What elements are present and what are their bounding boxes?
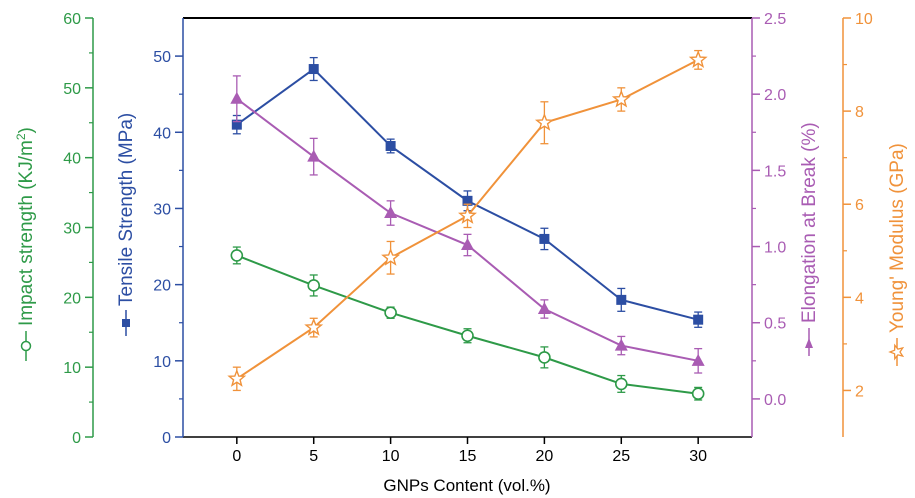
elongation-tick-label: 0.0 — [764, 392, 786, 409]
x-tick-label: 0 — [232, 448, 241, 465]
modulus-tick-label: 4 — [855, 290, 864, 307]
impact-axis-title: Impact strength (KJ/m2) — [14, 127, 37, 361]
impact-point — [461, 329, 474, 343]
tensile-series — [231, 56, 704, 328]
modulus-tick-label: 2 — [855, 383, 864, 400]
x-tick-label: 5 — [309, 448, 318, 465]
tensile-axis-title: Tensile Strength (MPa) — [116, 113, 137, 336]
impact-point — [614, 377, 628, 391]
elongation-series — [230, 75, 705, 374]
modulus-tick-label: 8 — [855, 104, 864, 121]
tensile-point — [308, 64, 319, 75]
elongation-point — [691, 353, 705, 366]
svg-text:Elongation at Break (%): Elongation at Break (%) — [799, 122, 820, 323]
elongation-point — [461, 238, 474, 251]
svg-text:Tensile Strength (MPa): Tensile Strength (MPa) — [116, 113, 137, 306]
svg-text:Young' Modulus (GPa): Young' Modulus (GPa) — [887, 143, 908, 333]
elongation-tick-label: 2.0 — [764, 87, 786, 104]
impact-point — [691, 387, 705, 401]
modulus-tick-label: 10 — [855, 11, 873, 28]
tensile-tick-label: 50 — [153, 49, 171, 66]
impact-series — [230, 246, 705, 401]
tensile-point — [385, 140, 396, 151]
impact-point — [230, 249, 244, 262]
modulus-point — [304, 317, 324, 336]
elongation-axis-title: Elongation at Break (%) — [799, 122, 820, 356]
x-tick-label: 25 — [612, 448, 630, 465]
tensile-point — [231, 119, 242, 130]
elongation-point — [614, 338, 628, 351]
modulus-tick-label: 6 — [855, 197, 864, 214]
tensile-tick-label: 20 — [153, 278, 171, 295]
x-tick-label: 10 — [382, 448, 400, 465]
tensile-tick-label: 0 — [162, 430, 171, 447]
tensile-point — [693, 314, 704, 325]
impact-point — [538, 351, 551, 364]
tensile-tick-label: 10 — [153, 354, 171, 371]
x-axis-label: GNPs Content (vol.%) — [383, 476, 550, 495]
impact-point — [384, 306, 397, 319]
elongation-point — [537, 302, 551, 315]
x-tick-label: 15 — [459, 448, 477, 465]
elongation-tick-label: 1.5 — [764, 163, 786, 180]
tensile-point — [539, 233, 550, 244]
modulus-point — [688, 49, 708, 69]
modulus-point — [534, 112, 554, 131]
elongation-point — [307, 149, 321, 162]
impact-tick-label: 0 — [72, 430, 81, 447]
svg-text:Impact strength (KJ/m2): Impact strength (KJ/m2) — [14, 127, 37, 326]
tensile-point — [462, 195, 473, 206]
elongation-line — [236, 97, 699, 362]
impact-tick-label: 50 — [63, 81, 81, 98]
tensile-point — [616, 294, 627, 305]
impact-tick-label: 10 — [63, 360, 81, 377]
impact-point — [307, 279, 321, 292]
tensile-tick-label: 40 — [153, 125, 171, 142]
modulus-point — [611, 89, 631, 108]
impact-tick-label: 40 — [63, 151, 81, 168]
modulus-point — [458, 205, 477, 224]
elongation-point — [384, 206, 398, 219]
modulus-point — [227, 368, 247, 387]
elongation-point — [230, 91, 244, 104]
tensile-tick-label: 30 — [153, 201, 171, 218]
modulus-axis-title: Young' Modulus (GPa) — [887, 143, 908, 366]
elongation-tick-label: 0.5 — [764, 316, 786, 333]
modulus-series — [227, 49, 708, 392]
elongation-tick-label: 1.0 — [764, 240, 786, 257]
impact-tick-label: 30 — [63, 221, 81, 238]
elongation-tick-label: 2.5 — [764, 11, 786, 28]
impact-tick-label: 60 — [63, 11, 81, 28]
modulus-point — [381, 247, 401, 266]
x-tick-label: 20 — [535, 448, 553, 465]
impact-tick-label: 20 — [63, 290, 81, 307]
x-tick-label: 30 — [689, 448, 707, 465]
